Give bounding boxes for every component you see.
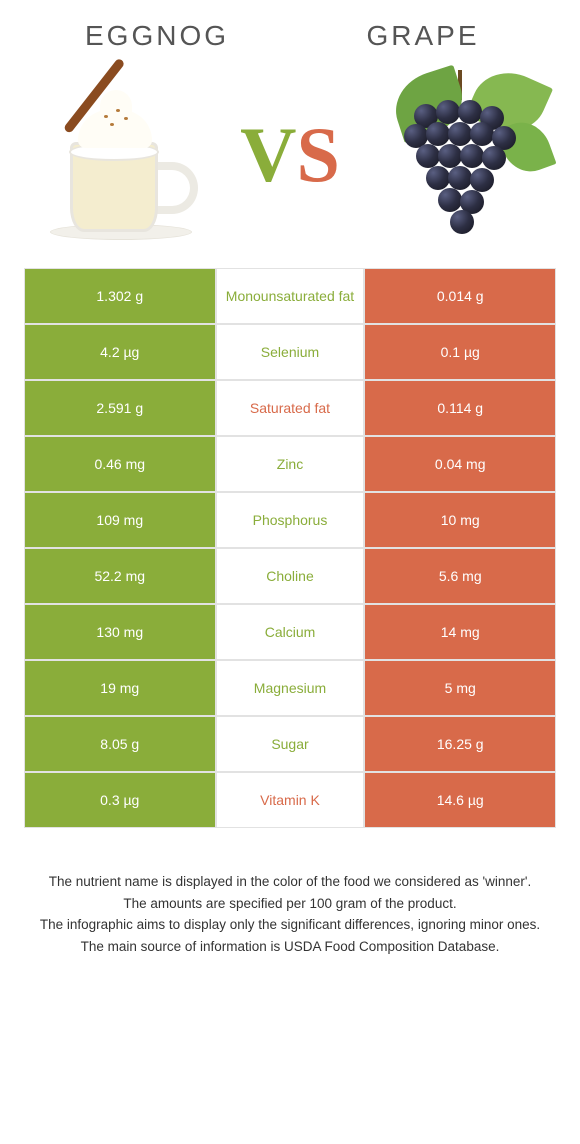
grape-image (366, 70, 556, 240)
value-left: 8.05 g (24, 716, 216, 772)
table-row: 109 mgPhosphorus10 mg (24, 492, 556, 548)
footnote-line: The infographic aims to display only the… (36, 915, 544, 935)
vs-label: VS (240, 110, 340, 200)
footnote-line: The amounts are specified per 100 gram o… (36, 894, 544, 914)
vs-v: V (240, 111, 296, 198)
value-right: 10 mg (364, 492, 556, 548)
value-left: 130 mg (24, 604, 216, 660)
eggnog-image (24, 70, 214, 240)
table-row: 1.302 gMonounsaturated fat0.014 g (24, 268, 556, 324)
nutrient-label: Phosphorus (216, 492, 365, 548)
value-right: 0.014 g (364, 268, 556, 324)
value-right: 5.6 mg (364, 548, 556, 604)
table-row: 130 mgCalcium14 mg (24, 604, 556, 660)
table-row: 0.3 µgVitamin K14.6 µg (24, 772, 556, 828)
table-row: 52.2 mgCholine5.6 mg (24, 548, 556, 604)
nutrient-label: Magnesium (216, 660, 365, 716)
value-left: 0.46 mg (24, 436, 216, 492)
infographic-root: Eggnog Grape VS (0, 0, 580, 956)
nutrient-label: Zinc (216, 436, 365, 492)
nutrient-label: Vitamin K (216, 772, 365, 828)
table-row: 0.46 mgZinc0.04 mg (24, 436, 556, 492)
title-left: Eggnog (24, 20, 290, 52)
title-right: Grape (290, 20, 556, 52)
footnotes: The nutrient name is displayed in the co… (24, 872, 556, 956)
value-left: 109 mg (24, 492, 216, 548)
value-left: 0.3 µg (24, 772, 216, 828)
value-right: 0.1 µg (364, 324, 556, 380)
value-left: 52.2 mg (24, 548, 216, 604)
footnote-line: The nutrient name is displayed in the co… (36, 872, 544, 892)
value-left: 4.2 µg (24, 324, 216, 380)
table-row: 2.591 gSaturated fat0.114 g (24, 380, 556, 436)
value-right: 5 mg (364, 660, 556, 716)
value-left: 1.302 g (24, 268, 216, 324)
footnote-line: The main source of information is USDA F… (36, 937, 544, 957)
hero-row: VS (24, 60, 556, 250)
nutrient-label: Selenium (216, 324, 365, 380)
title-row: Eggnog Grape (24, 20, 556, 52)
nutrient-label: Choline (216, 548, 365, 604)
value-right: 14.6 µg (364, 772, 556, 828)
value-right: 14 mg (364, 604, 556, 660)
value-right: 0.114 g (364, 380, 556, 436)
value-left: 2.591 g (24, 380, 216, 436)
table-row: 19 mgMagnesium5 mg (24, 660, 556, 716)
nutrient-label: Saturated fat (216, 380, 365, 436)
table-row: 4.2 µgSelenium0.1 µg (24, 324, 556, 380)
comparison-table: 1.302 gMonounsaturated fat0.014 g4.2 µgS… (24, 268, 556, 828)
value-right: 16.25 g (364, 716, 556, 772)
value-left: 19 mg (24, 660, 216, 716)
vs-s: S (296, 111, 339, 198)
nutrient-label: Calcium (216, 604, 365, 660)
nutrient-label: Sugar (216, 716, 365, 772)
table-row: 8.05 gSugar16.25 g (24, 716, 556, 772)
value-right: 0.04 mg (364, 436, 556, 492)
nutrient-label: Monounsaturated fat (216, 268, 365, 324)
